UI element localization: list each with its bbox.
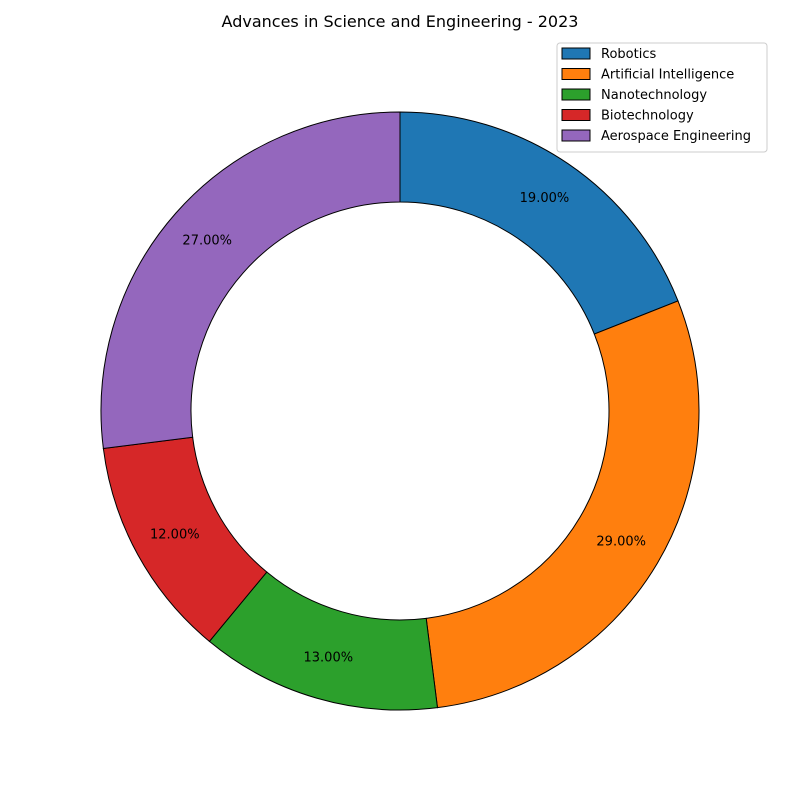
percent-label-aerospace-engineering: 27.00% — [182, 234, 232, 249]
legend-label-robotics: Robotics — [601, 47, 656, 62]
legend-label-aerospace-engineering: Aerospace Engineering — [601, 129, 751, 144]
percent-label-artificial-intelligence: 29.00% — [596, 534, 646, 549]
legend-swatch-artificial-intelligence — [561, 68, 591, 80]
legend-swatch-robotics — [561, 47, 591, 60]
slices-group — [100, 111, 700, 711]
percent-label-robotics: 19.00% — [520, 191, 570, 206]
slice-artificial-intelligence — [425, 300, 700, 709]
percent-label-biotechnology: 12.00% — [150, 527, 200, 542]
legend-label-artificial-intelligence: Artificial Intelligence — [601, 68, 734, 83]
slice-aerospace-engineering — [100, 111, 401, 450]
legend-swatch-nanotechnology — [561, 88, 591, 101]
legend: Robotics Artificial Intelligence Nanotechn… — [556, 42, 768, 153]
legend-label-nanotechnology: Nanotechnology — [601, 88, 707, 103]
legend-swatch-biotechnology — [561, 109, 591, 121]
percent-label-nanotechnology: 13.00% — [304, 650, 354, 665]
legend-swatch-aerospace-engineering — [561, 129, 591, 142]
chart-title: Advances in Science and Engineering - 20… — [222, 12, 579, 31]
legend-label-biotechnology: Biotechnology — [601, 109, 694, 124]
percent-labels-group: 19.00% 29.00% 13.00% 12.00% 27.00% — [150, 191, 646, 665]
legend-frame — [556, 42, 768, 153]
